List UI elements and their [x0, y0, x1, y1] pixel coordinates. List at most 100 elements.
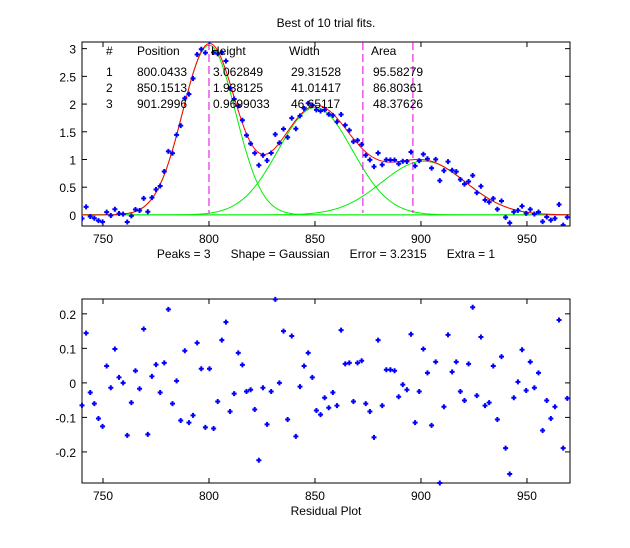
- data-point: [285, 416, 291, 422]
- data-point: [540, 428, 546, 434]
- data-point: [486, 199, 492, 205]
- data-point: [289, 115, 295, 121]
- data-point: [326, 405, 332, 411]
- data-point: [519, 203, 525, 209]
- data-point: [149, 373, 155, 379]
- data-point: [194, 52, 200, 58]
- table-cell: 1: [106, 65, 113, 79]
- data-point: [145, 209, 151, 215]
- data-point: [235, 350, 241, 356]
- data-point: [211, 50, 217, 56]
- data-point: [174, 132, 180, 138]
- data-point: [461, 181, 467, 187]
- data-point: [186, 420, 192, 426]
- data-point: [371, 164, 377, 170]
- data-point: [515, 207, 521, 213]
- data-point: [132, 368, 138, 374]
- data-point: [215, 51, 221, 57]
- data-point: [392, 368, 398, 374]
- data-point: [527, 359, 533, 365]
- table-cell: 48.37626: [373, 97, 423, 111]
- data-point: [490, 196, 496, 202]
- data-point: [219, 337, 225, 343]
- data-point: [108, 213, 114, 219]
- x-tick-label: 800: [199, 489, 219, 503]
- data-point: [404, 158, 410, 164]
- data-point: [355, 137, 361, 143]
- data-point: [400, 382, 406, 388]
- x-tick-label: 800: [199, 232, 219, 246]
- data-point: [104, 363, 110, 369]
- y-tick-label: 3: [69, 43, 76, 57]
- data-point: [494, 206, 500, 212]
- data-point: [268, 389, 274, 395]
- y-tick-label: 1.5: [59, 126, 76, 140]
- data-point: [79, 402, 85, 408]
- x-tick-label: 850: [305, 489, 325, 503]
- data-point: [486, 400, 492, 406]
- data-point: [161, 360, 167, 366]
- data-point: [338, 112, 344, 118]
- table-cell: 86.80361: [373, 81, 423, 95]
- data-point: [141, 326, 147, 332]
- data-point: [161, 169, 167, 175]
- data-point: [515, 379, 521, 385]
- data-point: [556, 317, 562, 323]
- table-header: Area: [371, 44, 397, 58]
- data-point: [137, 208, 143, 214]
- data-point: [498, 354, 504, 360]
- data-point: [301, 105, 307, 111]
- data-point: [548, 415, 554, 421]
- x-tick-label: 950: [517, 232, 537, 246]
- data-point: [281, 126, 287, 132]
- data-point: [363, 401, 369, 407]
- data-point: [375, 337, 381, 343]
- data-point: [437, 480, 443, 486]
- data-point: [424, 156, 430, 162]
- data-point: [83, 330, 89, 336]
- data-point: [367, 157, 373, 163]
- data-point: [244, 132, 250, 138]
- data-point: [190, 412, 196, 418]
- data-point: [194, 340, 200, 346]
- data-point: [494, 416, 500, 422]
- data-point: [420, 346, 426, 352]
- data-point: [128, 213, 134, 219]
- data-point: [235, 103, 241, 109]
- data-point: [470, 173, 476, 179]
- table-cell: 2: [106, 81, 113, 95]
- data-point: [445, 159, 451, 165]
- data-point: [165, 306, 171, 312]
- data-point: [169, 150, 175, 156]
- data-point: [342, 122, 348, 128]
- table-header: #: [106, 44, 113, 58]
- data-point: [198, 46, 204, 52]
- data-point: [420, 151, 426, 157]
- y-tick-label: 0.5: [59, 181, 76, 195]
- data-point: [334, 119, 340, 125]
- data-point: [416, 158, 422, 164]
- data-point: [338, 327, 344, 333]
- data-point: [330, 112, 336, 118]
- data-point: [124, 219, 130, 225]
- y-tick-label: -0.2: [55, 446, 76, 460]
- data-point: [433, 359, 439, 365]
- data-point: [511, 395, 517, 401]
- data-point: [112, 206, 118, 212]
- data-point: [95, 218, 101, 224]
- y-tick-label: 0.2: [59, 308, 76, 322]
- data-point: [206, 42, 212, 44]
- peak-table: # Position Height Width Area 1 800.0433 3.06284…: [106, 44, 423, 111]
- y-tick-label: 0: [69, 377, 76, 391]
- table-header: Width: [289, 44, 320, 58]
- data-point: [412, 420, 418, 426]
- table-cell: 41.01417: [291, 81, 341, 95]
- y-tick-label: 2.5: [59, 70, 76, 84]
- data-point: [334, 403, 340, 409]
- table-cell: 901.2996: [137, 97, 187, 111]
- data-point: [408, 331, 414, 337]
- data-point: [227, 409, 233, 415]
- data-point: [206, 366, 212, 372]
- data-point: [478, 334, 484, 340]
- data-point: [252, 406, 258, 412]
